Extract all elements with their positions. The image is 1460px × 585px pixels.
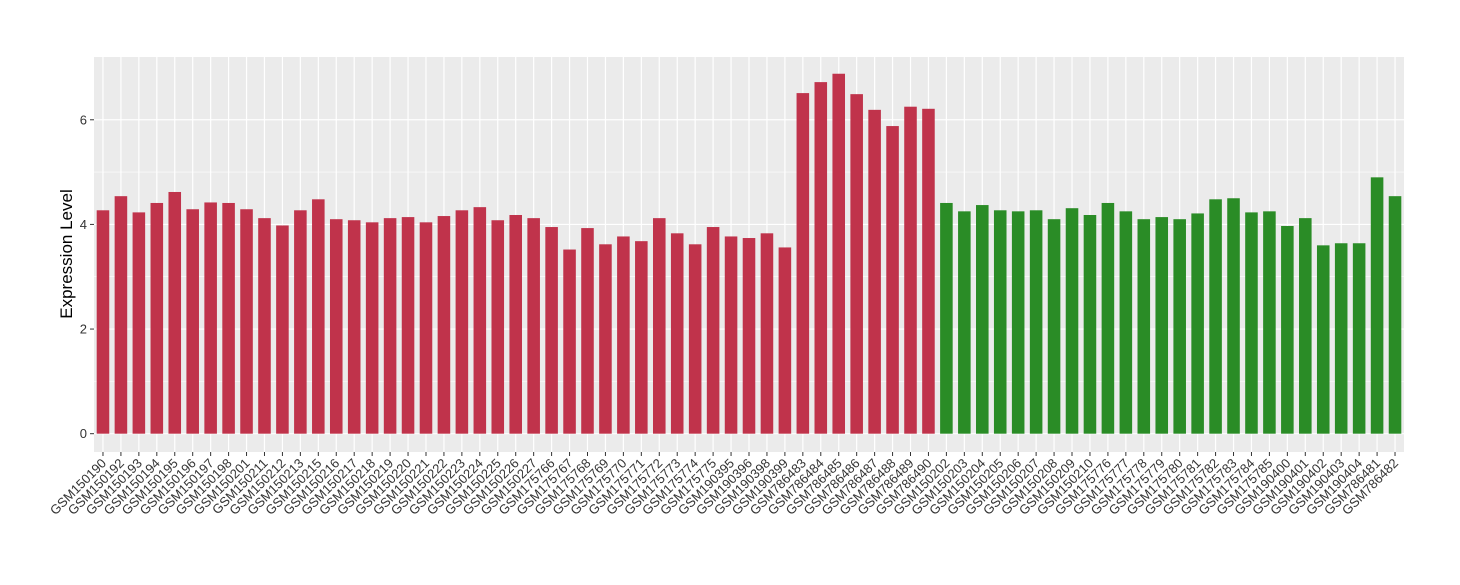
bar [976,205,989,434]
bar [96,210,110,434]
bar [1083,215,1097,434]
bar [1191,213,1204,434]
bar [329,219,343,434]
bar [1137,219,1151,434]
bar [1065,208,1079,434]
bar [347,220,361,434]
y-tick-label: 4 [80,217,87,232]
bar [455,210,469,434]
bar [1299,218,1312,434]
bar [796,93,810,434]
bar [312,199,325,434]
bar [742,238,756,434]
bar [904,106,917,434]
bar [114,196,128,434]
bar [814,82,828,434]
bar [760,233,774,434]
bar [1388,196,1402,434]
bar [652,218,666,434]
bar [1334,243,1348,434]
bar [1101,202,1115,434]
bar [1281,225,1294,434]
bar [1011,211,1025,434]
bar [1370,177,1384,434]
y-tick-label: 6 [80,112,87,127]
y-tick-label: 2 [80,322,87,337]
bar [581,228,594,434]
bar [706,227,720,434]
bar [993,210,1007,434]
bar [958,211,971,434]
bar [419,222,433,434]
bar [294,210,307,434]
bar [437,216,451,434]
bar [599,244,612,434]
bar [922,108,935,434]
bar [132,212,146,434]
bar [1173,219,1186,434]
bar [150,202,164,434]
bar [276,225,289,434]
bar [1029,210,1043,434]
bar [186,209,199,434]
bar [1245,212,1258,434]
bar [724,236,738,434]
bar [204,202,217,434]
bar [491,220,505,434]
bar [527,218,540,434]
y-tick-label: 0 [80,426,87,441]
bar [365,222,379,434]
bar [258,218,271,434]
bar [383,218,397,434]
bar [1047,219,1061,434]
bar [868,109,881,434]
bar [850,94,863,434]
bar [832,73,846,434]
bar [1263,211,1276,434]
bar [1119,211,1133,434]
bar [617,236,630,434]
bar [1316,245,1330,434]
bar [563,249,576,434]
bar [940,202,953,434]
bar [778,247,792,434]
bar [222,202,235,434]
bar [1227,198,1240,434]
bar [401,217,415,434]
bar [545,227,558,434]
bar [509,215,522,434]
y-axis-title: Expression Level [57,189,76,318]
bar [473,207,487,434]
bar [1352,243,1366,434]
bar [670,233,684,434]
bar [240,209,253,434]
bar [635,241,648,434]
bar [1155,217,1169,434]
bar [688,244,702,434]
bar [168,191,182,434]
bar [1209,199,1222,434]
bar [886,126,899,434]
